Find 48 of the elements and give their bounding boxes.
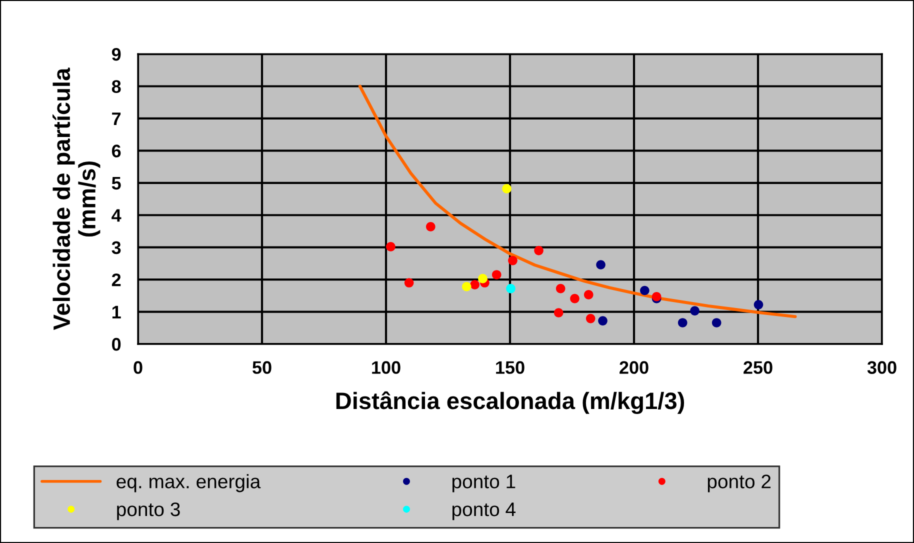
x-tick-label: 50 <box>252 361 272 374</box>
x-tick-label: 0 <box>134 361 142 374</box>
y-tick-label: 3 <box>112 241 121 254</box>
x-tick-label: 150 <box>496 361 524 374</box>
point <box>556 284 566 294</box>
legend-label: ponto 4 <box>452 502 516 520</box>
point <box>570 294 580 304</box>
point <box>462 282 472 292</box>
y-tick-label: 4 <box>112 209 122 222</box>
x-tick-label: 250 <box>744 361 772 374</box>
point <box>502 184 512 194</box>
point <box>584 290 594 300</box>
legend-label: ponto 3 <box>117 502 180 520</box>
y-tick-label: 1 <box>112 306 121 318</box>
point <box>754 300 764 310</box>
point <box>586 314 596 324</box>
legend-label: eq. max. energia <box>116 474 261 492</box>
y-tick-label: 2 <box>112 273 121 286</box>
point <box>506 284 516 294</box>
y-tick-label: 9 <box>112 48 121 61</box>
point <box>386 242 396 252</box>
y-tick-label: 8 <box>112 80 121 93</box>
line-series <box>358 84 797 318</box>
point <box>598 316 608 326</box>
y-tick-label: 0 <box>112 338 121 351</box>
x-axis-title: Distância escalonada (m/kg1/3) <box>336 391 684 414</box>
legend-label: ponto 1 <box>452 474 516 492</box>
point <box>554 308 564 318</box>
point <box>478 274 488 284</box>
point <box>712 318 722 328</box>
point <box>534 246 544 256</box>
point <box>678 318 688 328</box>
legend-label: ponto 2 <box>708 474 771 492</box>
point <box>492 270 502 280</box>
point <box>640 286 650 296</box>
point <box>596 260 606 270</box>
x-tick-label: 300 <box>867 361 896 374</box>
point <box>426 222 436 232</box>
point <box>470 280 480 290</box>
y-tick-label: 5 <box>112 177 121 190</box>
x-tick-label: 200 <box>620 361 648 374</box>
x-tick-label: 100 <box>372 361 400 374</box>
point <box>404 278 414 288</box>
y-tick-label: 6 <box>112 144 121 158</box>
y-tick-label: 7 <box>112 112 121 126</box>
point <box>508 256 518 266</box>
point <box>690 306 700 316</box>
y-axis-title: Velocidade de partícula (mm/s) <box>52 68 100 330</box>
